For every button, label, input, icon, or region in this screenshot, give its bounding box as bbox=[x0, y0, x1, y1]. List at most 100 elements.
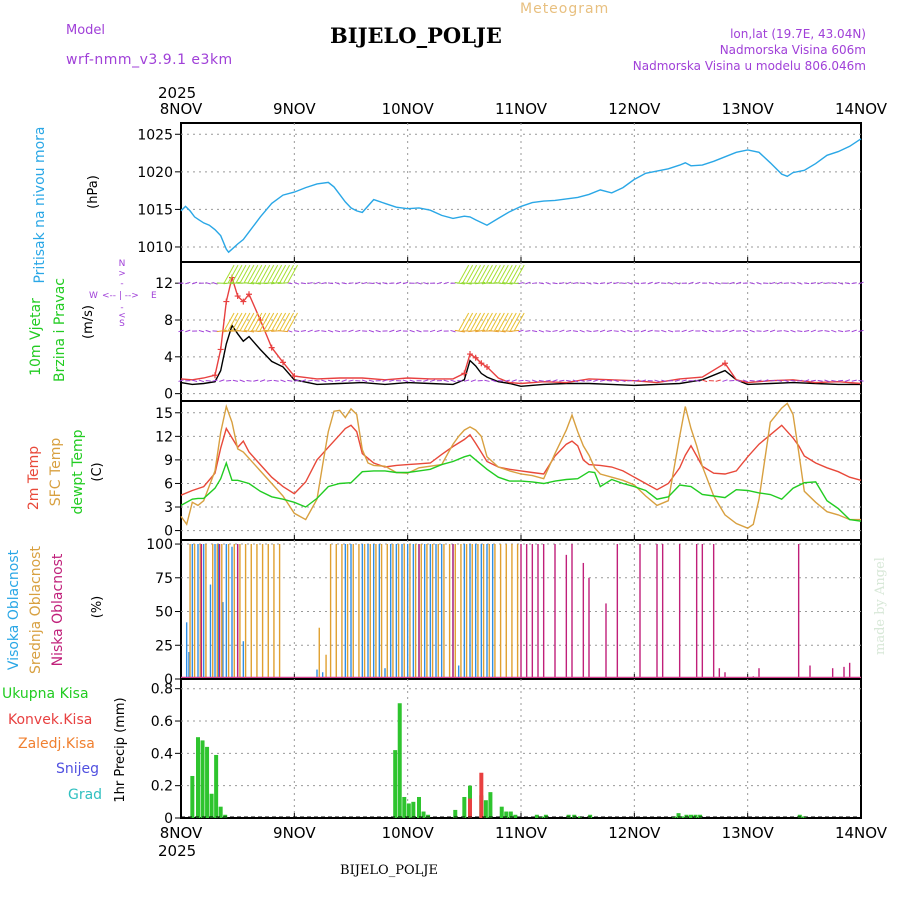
precip-bar-ukupna-kisa bbox=[689, 814, 693, 818]
wind-direction-arrow bbox=[389, 329, 395, 333]
wind-direction-arrow bbox=[599, 329, 606, 333]
wind-direction-arrow bbox=[824, 330, 830, 333]
wind-direction-arrow bbox=[681, 379, 687, 382]
wind-direction-arrow bbox=[858, 380, 864, 382]
series-line-pritisak bbox=[180, 138, 862, 254]
wind-direction-arrow bbox=[246, 379, 252, 382]
wind-direction-arrow bbox=[538, 329, 545, 333]
wind-direction-arrow bbox=[185, 329, 191, 333]
wind-direction-arrow bbox=[416, 282, 422, 285]
wind-fan-arrow bbox=[279, 264, 291, 284]
wind-direction-arrow bbox=[586, 281, 592, 285]
wind-direction-arrow bbox=[593, 379, 599, 382]
wind-fan-arrow bbox=[474, 312, 485, 332]
low-cloud-title: Niska Oblacnost bbox=[50, 553, 66, 666]
wind-fan-arrow bbox=[227, 312, 239, 332]
wind-direction-arrow bbox=[334, 330, 341, 333]
model-name: wrf-nmm_v3.9.1 e3km bbox=[66, 52, 233, 68]
wind-direction-arrow bbox=[545, 330, 551, 332]
wind-fan-arrow bbox=[493, 312, 505, 332]
precip-bar-ukupna-kisa bbox=[508, 811, 513, 818]
gust-marker bbox=[240, 298, 247, 305]
wind-fan-arrow bbox=[243, 264, 255, 284]
wind-direction-arrow bbox=[667, 329, 674, 333]
wind-direction-arrow bbox=[640, 379, 647, 382]
precip-ylabel: 1hr Precip (mm) bbox=[113, 697, 128, 802]
wind-fan-arrow bbox=[478, 312, 489, 332]
wind-direction-arrow bbox=[620, 329, 626, 333]
wind-direction-arrow bbox=[266, 379, 272, 382]
wind-direction-arrow bbox=[216, 329, 227, 333]
compass-n: N bbox=[119, 259, 126, 269]
wind-direction-arrow bbox=[600, 282, 606, 284]
y-tick-label: 0 bbox=[164, 524, 173, 540]
wind-direction-arrow bbox=[844, 379, 851, 382]
wind-fan-arrow bbox=[243, 312, 255, 332]
wind-direction-arrow bbox=[647, 329, 653, 333]
y-tick-label: 3 bbox=[164, 500, 173, 516]
wind-direction-arrow bbox=[749, 329, 755, 333]
sfc-title: SFC Temp bbox=[48, 438, 64, 507]
wind-direction-arrow bbox=[321, 379, 327, 383]
wind-direction-arrow bbox=[559, 379, 565, 382]
wind-direction-arrow bbox=[776, 330, 782, 332]
mid-cloud-title: Srednja Oblacnost bbox=[28, 546, 44, 674]
wind-direction-arrow bbox=[423, 282, 429, 285]
wind-direction-arrow bbox=[620, 379, 626, 382]
wind-direction-arrow bbox=[341, 330, 347, 332]
panel-clouds: Visoka Oblacnost Srednja Oblacnost Niska… bbox=[6, 537, 862, 688]
wind-direction-arrow bbox=[756, 281, 762, 285]
x-tick-label-bottom: 14NOV bbox=[835, 824, 888, 842]
precip-bar-ukupna-kisa bbox=[566, 814, 571, 818]
precip-bar-ukupna-kisa bbox=[417, 796, 421, 818]
model-label: Model bbox=[66, 23, 105, 38]
gust-marker bbox=[280, 359, 286, 366]
wind-direction-arrow bbox=[341, 282, 347, 285]
wind-direction-arrow bbox=[538, 379, 544, 382]
wind-direction-arrow bbox=[810, 379, 816, 382]
footer-station: BIJELO_POLJE bbox=[340, 863, 438, 878]
wind-direction-arrow bbox=[729, 281, 735, 285]
wind-direction-arrow bbox=[307, 282, 313, 285]
wind-direction-arrow bbox=[429, 329, 436, 333]
y-tick-label: 25 bbox=[155, 638, 173, 654]
wind-fan-arrow bbox=[235, 312, 247, 332]
precip-bar-ukupna-kisa bbox=[588, 814, 593, 818]
wind-direction-arrow bbox=[436, 281, 443, 285]
wind-fan-arrow bbox=[239, 264, 251, 284]
compass-s: S bbox=[119, 319, 125, 329]
wind-direction-arrow bbox=[454, 329, 465, 333]
wind-direction-arrow bbox=[395, 329, 402, 333]
x-tick-label-bottom: 9NOV bbox=[273, 824, 316, 842]
wind-fan-arrow bbox=[251, 312, 263, 332]
wind-direction-arrow bbox=[817, 281, 823, 285]
wind-direction-arrow bbox=[804, 329, 810, 332]
x-tick-label-top: 11NOV bbox=[495, 100, 548, 118]
wind-direction-arrow bbox=[735, 379, 742, 382]
wind-direction-arrow bbox=[851, 379, 857, 382]
panel-pressure: Pritisak na nivou mora (hPa) 1010 1015 102… bbox=[32, 122, 862, 284]
legend-conv-rain: Konvek.Kisa bbox=[8, 712, 92, 728]
wind-direction-arrow bbox=[511, 379, 517, 382]
y-tick-label: 8 bbox=[164, 313, 173, 329]
y-tick-label: 12 bbox=[155, 276, 173, 292]
wind-direction-arrow bbox=[491, 379, 497, 383]
pressure-title: Pritisak na nivou mora bbox=[32, 126, 48, 283]
wind-direction-arrow bbox=[824, 282, 830, 285]
wind-direction-arrow bbox=[436, 329, 443, 333]
precip-bar-ukupna-kisa bbox=[190, 775, 195, 818]
legend-grad: Grad bbox=[68, 787, 102, 803]
gust-marker bbox=[467, 351, 473, 358]
precip-bar-ukupna-kisa bbox=[572, 814, 577, 818]
wind-direction-arrow bbox=[463, 379, 470, 382]
x-tick-label-bottom: 12NOV bbox=[608, 824, 661, 842]
precip-bar-ukupna-kisa bbox=[543, 814, 548, 818]
wind-direction-arrow bbox=[264, 282, 275, 285]
wind-fan-arrow bbox=[497, 264, 509, 284]
wind-fan-arrow bbox=[505, 264, 517, 284]
wind-direction-arrow bbox=[348, 282, 354, 284]
model-altitude-label: Nadmorska Visina u modelu 806.046m bbox=[633, 59, 866, 73]
wind-direction-arrow bbox=[321, 330, 327, 332]
wind-direction-arrow bbox=[470, 379, 477, 382]
altitude-label: Nadmorska Visina 606m bbox=[720, 43, 866, 57]
